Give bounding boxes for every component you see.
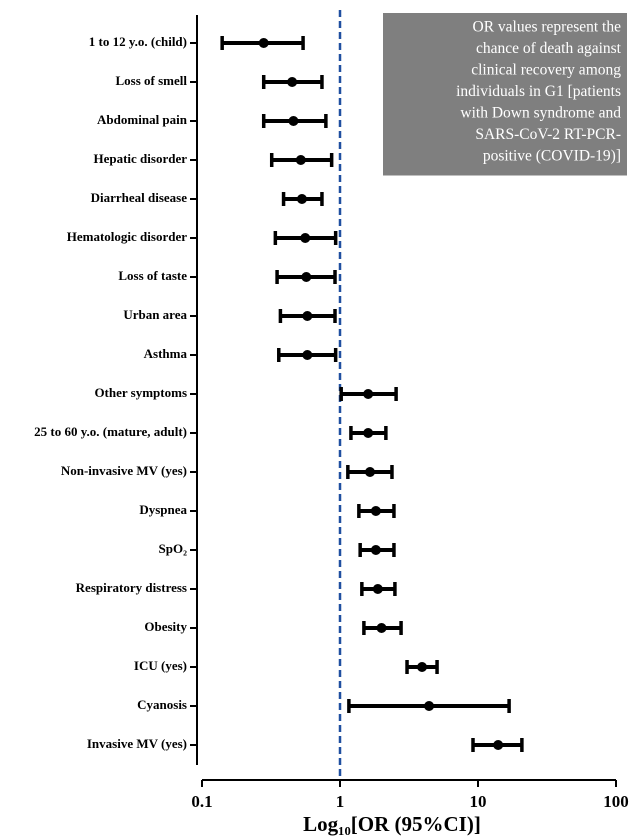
- x-axis-label: Log₁₀[OR (95%CI)]: [303, 812, 481, 836]
- y-tick-label: Cyanosis: [137, 697, 187, 712]
- y-tick-label: ICU (yes): [134, 658, 187, 673]
- y-tick-label: Hepatic disorder: [93, 151, 187, 166]
- x-tick-label: 100: [603, 792, 629, 811]
- point-estimate: [302, 311, 313, 321]
- point-estimate: [370, 545, 381, 555]
- point-estimate: [372, 584, 383, 594]
- point-estimate: [363, 428, 374, 438]
- y-tick-label: Respiratory distress: [76, 580, 187, 595]
- y-tick-label: Invasive MV (yes): [87, 736, 187, 751]
- y-tick-label: Loss of taste: [118, 268, 187, 283]
- point-estimate: [370, 506, 381, 516]
- point-estimate: [258, 38, 269, 48]
- point-estimate: [288, 116, 299, 126]
- annotation-text: SARS-CoV-2 RT-PCR-: [475, 126, 621, 143]
- annotation-text: individuals in G1 [patients: [456, 83, 621, 100]
- y-tick-label: Obesity: [144, 619, 187, 634]
- y-tick-label: Hematologic disorder: [67, 229, 187, 244]
- y-tick-label: Asthma: [144, 346, 188, 361]
- annotation-text: chance of death against: [476, 40, 622, 57]
- point-estimate: [300, 233, 311, 243]
- annotation-box: [383, 13, 627, 176]
- point-estimate: [296, 194, 307, 204]
- y-tick-label: 1 to 12 y.o. (child): [89, 34, 187, 49]
- point-estimate: [376, 623, 387, 633]
- point-estimate: [365, 467, 376, 477]
- y-tick-label: Diarrheal disease: [91, 190, 188, 205]
- point-estimate: [302, 350, 313, 360]
- point-estimate: [295, 155, 306, 165]
- x-tick-label: 0.1: [191, 792, 212, 811]
- point-estimate: [287, 77, 298, 87]
- y-tick-label: Loss of smell: [116, 73, 188, 88]
- y-tick-label: SpO₂: [159, 541, 188, 556]
- x-tick-label: 10: [470, 792, 487, 811]
- annotation-text: with Down syndrome and: [460, 105, 621, 122]
- y-tick-label: Dyspnea: [139, 502, 187, 517]
- point-estimate: [363, 389, 374, 399]
- annotation-text: positive (COVID-19)]: [483, 148, 621, 165]
- y-tick-label: Other symptoms: [94, 385, 187, 400]
- point-estimate: [493, 740, 504, 750]
- y-tick-label: Non-invasive MV (yes): [61, 463, 187, 478]
- point-estimate: [424, 701, 435, 711]
- point-estimate: [417, 662, 428, 672]
- point-estimate: [301, 272, 312, 282]
- y-tick-label: 25 to 60 y.o. (mature, adult): [34, 424, 187, 439]
- annotation-text: OR values represent the: [473, 19, 622, 36]
- annotation-text: clinical recovery among: [471, 62, 621, 79]
- y-tick-label: Urban area: [123, 307, 187, 322]
- y-tick-label: Abdominal pain: [97, 112, 188, 127]
- x-tick-label: 1: [336, 792, 345, 811]
